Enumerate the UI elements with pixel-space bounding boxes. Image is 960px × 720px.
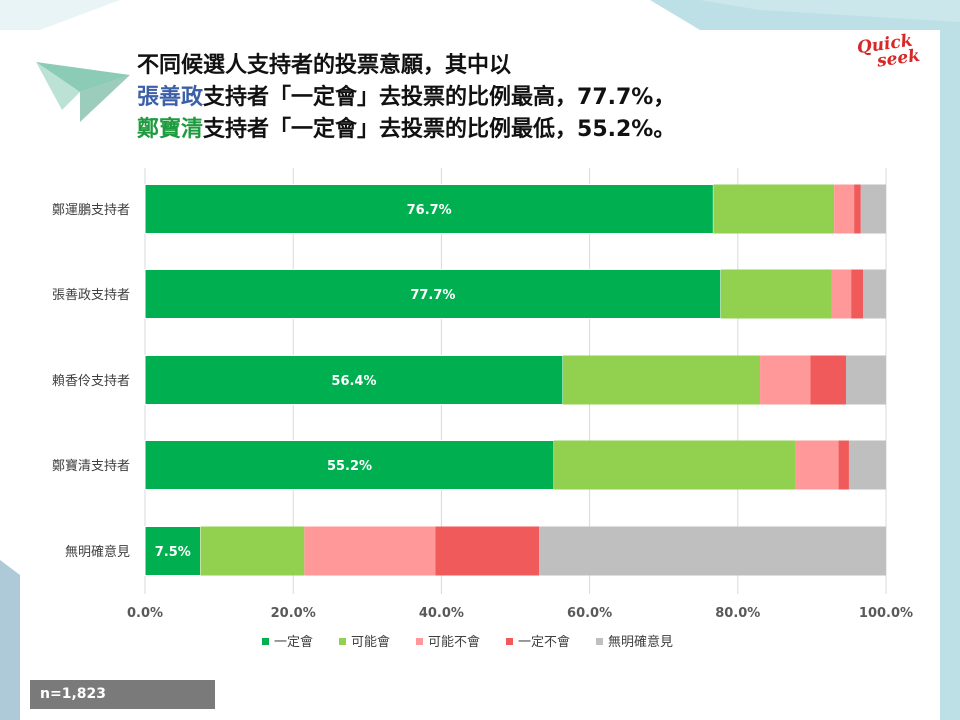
data-label: 76.7%: [407, 203, 452, 218]
title-lowest-text: 支持者「一定會」去投票的比例最低，55.2%。: [203, 117, 676, 142]
data-label: 77.7%: [410, 288, 455, 303]
title-lowest-name: 鄭寶清: [137, 117, 204, 142]
bar-segment: [720, 269, 832, 319]
legend-swatch: [416, 638, 423, 645]
bar-segment: [845, 355, 886, 405]
bar-segment: [304, 526, 436, 576]
category-label: 鄭寶清支持者: [52, 458, 130, 474]
legend-swatch: [596, 638, 603, 645]
bar-segment: [810, 355, 846, 405]
bar-segment: [144, 355, 564, 405]
title-highest-name: 張善政: [137, 85, 204, 110]
legend-label: 無明確意見: [608, 634, 673, 650]
bar-segment: [834, 184, 855, 234]
bar-segment: [200, 526, 305, 576]
bar-segment: [144, 269, 722, 319]
x-tick-label: 0.0%: [127, 606, 163, 621]
legend-swatch: [339, 638, 346, 645]
bar-segment: [863, 269, 886, 319]
sample-size-label: n=1,823: [30, 680, 215, 709]
title-highest-text: 支持者「一定會」去投票的比例最高，77.7%，: [203, 85, 676, 110]
bar-segment: [851, 269, 864, 319]
bar-segment: [838, 440, 849, 490]
legend-label: 可能會: [351, 635, 390, 650]
chart-title: 不同候選人支持者的投票意願，其中以 張善政支持者「一定會」去投票的比例最高，77…: [137, 50, 837, 146]
bar-segment: [562, 355, 761, 405]
bar-segment: [795, 440, 839, 490]
category-label: 賴香伶支持者: [52, 374, 130, 389]
bar-segment: [848, 440, 886, 490]
bar-segment: [860, 184, 886, 234]
x-tick-label: 80.0%: [715, 606, 760, 621]
category-label: 鄭運鵬支持者: [52, 203, 130, 218]
data-label: 56.4%: [331, 374, 376, 389]
title-line-2: 張善政支持者「一定會」去投票的比例最高，77.7%，: [137, 82, 837, 114]
bar-segment: [854, 184, 861, 234]
legend-label: 可能不會: [428, 635, 480, 650]
legend-swatch: [506, 638, 513, 645]
x-tick-label: 100.0%: [859, 606, 913, 621]
legend-swatch: [262, 638, 269, 645]
title-line-3: 鄭寶清支持者「一定會」去投票的比例最低，55.2%。: [137, 114, 837, 146]
bar-segment: [554, 440, 796, 490]
x-tick-label: 20.0%: [271, 606, 316, 621]
bar-segment: [831, 269, 852, 319]
title-line-1: 不同候選人支持者的投票意願，其中以: [137, 53, 512, 78]
data-label: 7.5%: [155, 545, 191, 560]
category-label: 張善政支持者: [52, 287, 130, 303]
category-label: 無明確意見: [65, 544, 130, 560]
legend-label: 一定不會: [518, 635, 570, 650]
bar-segment: [435, 526, 540, 576]
x-tick-label: 60.0%: [567, 606, 612, 621]
bar-segment: [760, 355, 811, 405]
legend-label: 一定會: [274, 635, 313, 650]
bar-segment: [144, 526, 202, 576]
bar-segment: [713, 184, 835, 234]
x-tick-label: 40.0%: [419, 606, 464, 621]
data-label: 55.2%: [327, 459, 372, 474]
bar-segment: [539, 526, 886, 576]
